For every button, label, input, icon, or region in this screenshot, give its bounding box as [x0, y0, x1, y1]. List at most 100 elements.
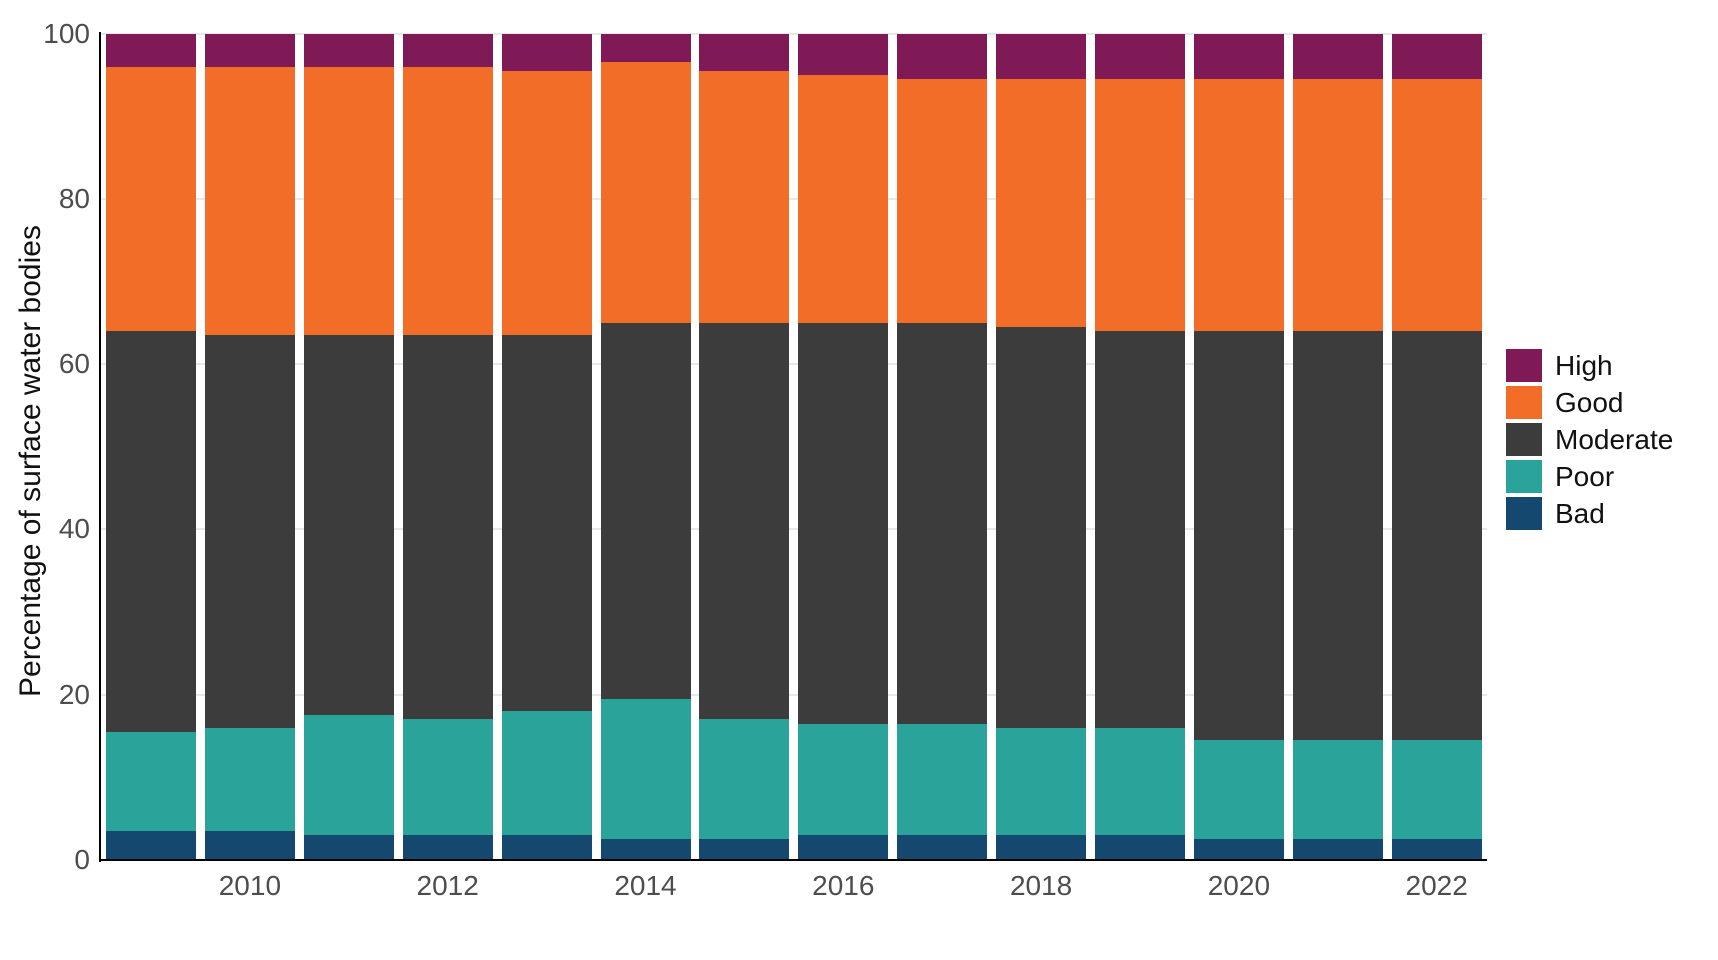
- bar-segment-2021-good: [1292, 78, 1383, 332]
- gridline-80: [99, 197, 1487, 200]
- legend-label-high: High: [1555, 350, 1613, 381]
- x-tick-label-2018: 2018: [1009, 870, 1073, 901]
- legend-swatch-good: [1506, 386, 1542, 419]
- bar-segment-2022-moderate: [1391, 331, 1482, 741]
- bar-segment-2017-moderate: [897, 322, 988, 724]
- y-tick-label-80: 80: [58, 182, 90, 214]
- bar-segment-2009-good: [106, 66, 196, 332]
- legend-item-moderate: Moderate: [1506, 423, 1673, 456]
- bar-segment-2017-high: [897, 33, 988, 79]
- bar-segment-2020-good: [1193, 78, 1284, 332]
- bar-segment-2012-poor: [402, 719, 493, 836]
- x-tick-label-2010: 2010: [218, 870, 282, 901]
- bar-segment-2018-high: [996, 33, 1087, 79]
- bar-segment-2013-moderate: [501, 335, 592, 712]
- legend-label-moderate: Moderate: [1555, 424, 1674, 455]
- legend-swatch-bad: [1506, 497, 1542, 530]
- bar-segment-2019-moderate: [1095, 331, 1185, 728]
- legend-item-bad: Bad: [1506, 497, 1673, 530]
- bar-segment-2015-poor: [699, 719, 790, 840]
- bar-segment-2021-moderate: [1292, 331, 1383, 741]
- x-axis-line: [99, 859, 1487, 861]
- bar-segment-2015-good: [699, 70, 790, 323]
- legend-item-high: High: [1506, 349, 1673, 382]
- bar-segment-2012-high: [402, 33, 493, 67]
- bar-segment-2018-bad: [996, 835, 1087, 860]
- bar-segment-2021-high: [1292, 33, 1383, 79]
- bar-segment-2018-poor: [996, 727, 1087, 836]
- bar-segment-2017-good: [897, 78, 988, 323]
- bar-segment-2013-bad: [501, 835, 592, 860]
- bar-segment-2011-good: [303, 66, 394, 336]
- bar-segment-2016-good: [798, 74, 889, 323]
- bar-segment-2020-poor: [1193, 740, 1284, 840]
- bar-segment-2011-moderate: [303, 335, 394, 716]
- y-tick-label-40: 40: [58, 513, 90, 545]
- bar-segment-2011-poor: [303, 715, 394, 836]
- bar-segment-2009-moderate: [106, 331, 196, 732]
- x-tick-label-2014: 2014: [614, 870, 677, 901]
- bar-segment-2009-bad: [106, 831, 196, 860]
- gridline-40: [99, 528, 1487, 531]
- bar-segment-2018-moderate: [996, 326, 1087, 728]
- gridline-60: [99, 363, 1487, 366]
- legend-swatch-high: [1506, 349, 1542, 382]
- bar-segment-2016-poor: [798, 723, 889, 836]
- bar-segment-2019-poor: [1095, 727, 1185, 836]
- bar-segment-2016-bad: [798, 835, 889, 860]
- legend-item-good: Good: [1506, 386, 1673, 419]
- bar-segment-2020-moderate: [1193, 331, 1284, 741]
- x-tick-label-2016: 2016: [812, 870, 875, 901]
- bar-segment-2020-high: [1193, 33, 1284, 79]
- legend-item-poor: Poor: [1506, 460, 1673, 493]
- gridline-20: [99, 693, 1487, 696]
- bar-segment-2014-poor: [600, 698, 691, 840]
- legend-label-good: Good: [1555, 387, 1624, 418]
- bar-segment-2018-good: [996, 78, 1087, 327]
- bar-segment-2021-bad: [1292, 839, 1383, 860]
- bar-segment-2017-poor: [897, 723, 988, 836]
- bar-segment-2014-bad: [600, 839, 691, 860]
- y-tick-label-60: 60: [58, 348, 90, 380]
- bar-segment-2019-good: [1095, 78, 1185, 332]
- bar-segment-2021-poor: [1292, 740, 1383, 840]
- y-tick-label-20: 20: [58, 678, 90, 710]
- y-axis-title: Percentage of surface water bodies: [14, 224, 47, 697]
- bar-segment-2016-moderate: [798, 322, 889, 724]
- x-tick-label-2020: 2020: [1207, 870, 1271, 901]
- bar-segment-2022-poor: [1391, 740, 1482, 840]
- legend-swatch-poor: [1506, 460, 1542, 493]
- bar-segment-2014-moderate: [600, 322, 691, 699]
- bar-segment-2014-good: [600, 62, 691, 323]
- bar-segment-2019-bad: [1095, 835, 1185, 860]
- y-axis-line: [99, 31, 101, 862]
- y-tick-label-100: 100: [43, 17, 90, 49]
- bar-segment-2015-high: [699, 33, 790, 71]
- legend: High Good Moderate Poor Bad: [1506, 349, 1673, 534]
- bar-segment-2013-poor: [501, 711, 592, 836]
- bar-segment-2010-poor: [204, 727, 295, 832]
- legend-label-bad: Bad: [1555, 498, 1605, 529]
- x-tick-label-2012: 2012: [416, 870, 479, 901]
- y-tick-label-0: 0: [74, 844, 90, 875]
- bar-segment-2012-bad: [402, 835, 493, 860]
- bar-segment-2010-moderate: [204, 335, 295, 728]
- bar-segment-2012-good: [402, 66, 493, 336]
- bar-segment-2019-high: [1095, 33, 1185, 79]
- x-tick-label-2022: 2022: [1405, 870, 1468, 901]
- bar-segment-2014-high: [600, 33, 691, 63]
- bar-segment-2012-moderate: [402, 335, 493, 720]
- bar-segment-2013-good: [501, 70, 592, 336]
- bar-segment-2011-bad: [303, 835, 394, 860]
- legend-swatch-moderate: [1506, 423, 1542, 456]
- legend-label-poor: Poor: [1555, 461, 1615, 492]
- gridline-100: [99, 32, 1487, 35]
- bar-segment-2010-bad: [204, 831, 295, 860]
- bar-segment-2022-good: [1391, 78, 1482, 332]
- bar-segment-2010-high: [204, 33, 295, 67]
- bar-segment-2015-moderate: [699, 322, 790, 720]
- bar-segment-2022-bad: [1391, 839, 1482, 860]
- bar-segment-2020-bad: [1193, 839, 1284, 860]
- bar-segment-2010-good: [204, 66, 295, 336]
